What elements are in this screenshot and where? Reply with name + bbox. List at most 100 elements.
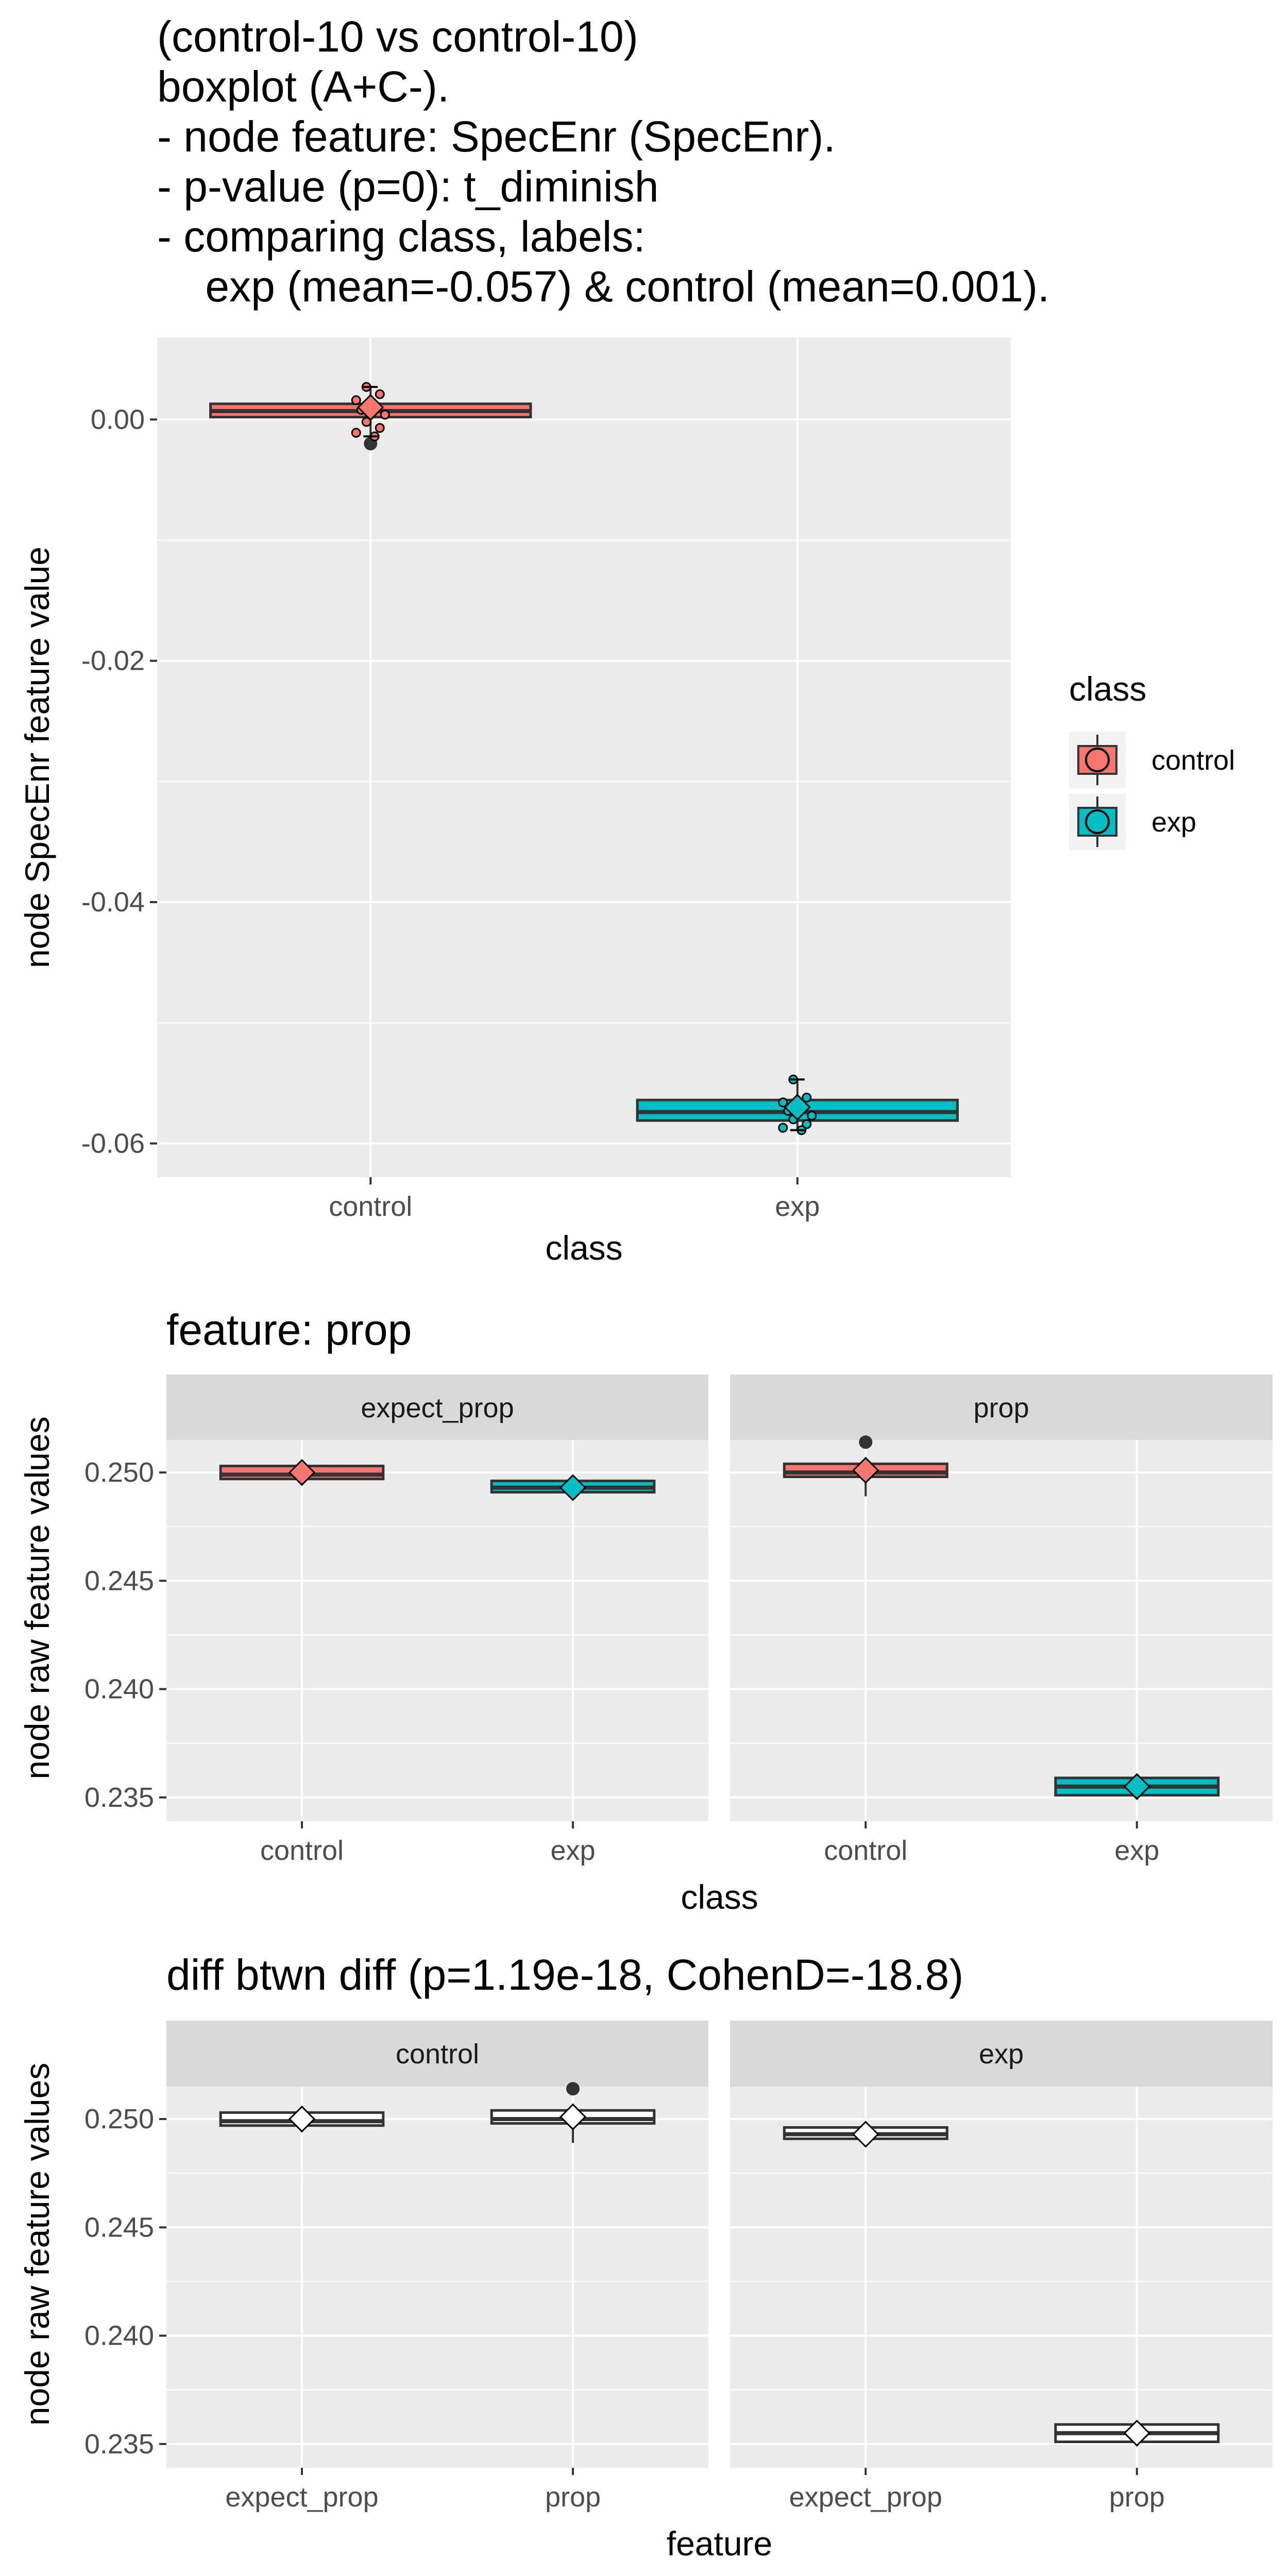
header-line-1: (control-10 vs control-10)	[157, 12, 638, 61]
plot2-prop-control-box	[783, 1435, 948, 1497]
plot3-ytick-label-3: 0.250	[84, 2104, 154, 2134]
plot2-ytick-label-2: 0.245	[84, 1565, 154, 1596]
plot3-facet-exp: exp expect_prop prop	[730, 2021, 1273, 2513]
header-title: (control-10 vs control-10) boxplot (A+C-…	[157, 12, 1049, 311]
plot2-prop-control-outlier-0	[859, 1435, 873, 1449]
plot3-strip-label-exp: exp	[979, 2039, 1024, 2070]
specenr-boxplot: 0.00 -0.02 -0.04 -0.06 control exp class node S…	[18, 337, 1011, 1267]
plot1-ytick-label-1: -0.02	[81, 646, 145, 676]
plot1-control-point-1	[375, 389, 385, 399]
legend-items: control exp	[1069, 732, 1235, 850]
legend: class control exp	[1069, 670, 1235, 850]
legend-key-point-control	[1085, 748, 1110, 772]
plot1-exp-mean-marker	[784, 1094, 811, 1121]
diff-facet-boxplot: control expect_prop prop exp expect_prop prop…	[18, 2021, 1273, 2563]
plot2-x-axis-label: class	[681, 1878, 758, 1916]
plot2-expect_prop-exp-box	[490, 1474, 656, 1501]
plot1-x-axis-label: class	[545, 1229, 622, 1267]
plot2-title: feature: prop	[166, 1306, 412, 1354]
plot2-expect_prop-control-box	[219, 1459, 385, 1486]
plot3-ytick-label-0: 0.235	[84, 2429, 154, 2460]
plot2-panel-expect_prop	[166, 1440, 708, 1821]
plot2-ytick-label-0: 0.235	[84, 1782, 154, 1813]
plot1-control-point-8	[351, 428, 361, 438]
plot1-ytick-label-2: -0.04	[81, 887, 145, 918]
plot1-panel	[157, 337, 1011, 1177]
plot1-control-box	[209, 382, 532, 451]
header-line-5: - comparing class, labels:	[157, 212, 646, 261]
header-line-6: exp (mean=-0.057) & control (mean=0.001)…	[157, 262, 1049, 311]
plot3-x-axis-label: feature	[667, 2524, 772, 2563]
plot3-control-prop-mean-marker	[559, 2103, 587, 2130]
plot1-exp-box	[636, 1074, 959, 1136]
plot2-facet-prop: prop control exp	[730, 1375, 1273, 1866]
plot3-control-prop-box	[490, 2082, 656, 2143]
header-line-4: - p-value (p=0): t_diminish	[157, 162, 658, 211]
plot2-ytick-label-3: 0.250	[84, 1457, 154, 1488]
plot1-y-axis-label: node SpecEnr feature value	[18, 547, 56, 968]
header-line-3: - node feature: SpecEnr (SpecEnr).	[157, 112, 836, 161]
plot3-ytick-label-1: 0.240	[84, 2320, 154, 2351]
plot1-exp-point-7	[802, 1119, 812, 1129]
plot2-strip-bg-prop	[730, 1375, 1273, 1440]
plot1-control-point-7	[375, 423, 385, 433]
plot2-panel-prop	[730, 1440, 1273, 1821]
plot3-control-expect_prop-box	[219, 2105, 385, 2133]
plot3-strip-bg-control	[166, 2021, 708, 2087]
plot3-facet-control: control expect_prop prop	[166, 2021, 708, 2513]
plot1-control-point-2	[351, 395, 361, 405]
plot2-strip-bg-expect_prop	[166, 1375, 708, 1440]
plot1-ytick-label-0: 0.00	[91, 404, 145, 435]
plot3-exp-prop-box	[1054, 2419, 1220, 2447]
plot3-control-expect_prop-mean-marker	[288, 2105, 316, 2133]
plot2-y-axis-label: node raw feature values	[18, 1416, 56, 1779]
plot2-expect_prop-control-mean-marker	[288, 1459, 316, 1486]
plot2-prop-exp-mean-marker	[1123, 1773, 1150, 1800]
plot1-control-point-6	[361, 417, 371, 427]
plot1-ytick-label-3: -0.06	[81, 1128, 145, 1159]
plot2-ytick-label-1: 0.240	[84, 1674, 154, 1705]
plot1-control-point-5	[380, 410, 390, 420]
plot3-y-axis-label: node raw feature values	[18, 2063, 56, 2426]
plot1-xtick-label-0: control	[329, 1191, 412, 1222]
legend-label-control: control	[1151, 745, 1235, 776]
legend-label-exp: exp	[1151, 807, 1196, 838]
legend-key-exp	[1069, 793, 1126, 850]
plot2-prop-exp-box	[1054, 1773, 1220, 1800]
plot3-panel-control	[166, 2087, 708, 2468]
plot3-strip-bg-exp	[730, 2021, 1273, 2087]
plot3-control-prop-outlier-0	[566, 2082, 580, 2096]
plot2-strip-label-prop: prop	[973, 1393, 1029, 1423]
plot3-strip-label-control: control	[396, 2039, 479, 2070]
plot2-prop-control-mean-marker	[852, 1456, 879, 1484]
plot3-control-xtick-label-0: expect_prop	[225, 2482, 378, 2513]
plot1-xtick-label-1: exp	[775, 1191, 820, 1222]
plot2-expect_prop-xtick-label-1: exp	[550, 1835, 595, 1866]
plot3-exp-xtick-label-1: prop	[1109, 2482, 1165, 2513]
plot1-exp-point-1	[802, 1092, 812, 1103]
legend-key-point-exp	[1085, 809, 1110, 834]
legend-title: class	[1069, 670, 1146, 708]
plot3-title: diff btwn diff (p=1.19e-18, CohenD=-18.8…	[166, 1951, 963, 1999]
legend-key-control	[1069, 732, 1126, 788]
plot3-ytick-label-2: 0.245	[84, 2212, 154, 2243]
header-line-2: boxplot (A+C-).	[157, 62, 449, 111]
plot2-strip-label-expect_prop: expect_prop	[361, 1393, 514, 1423]
plot2-prop-xtick-label-1: exp	[1114, 1835, 1159, 1866]
plot3-exp-prop-mean-marker	[1123, 2419, 1150, 2447]
plot1-exp-point-5	[807, 1111, 817, 1121]
plot1-exp-point-8	[778, 1123, 788, 1133]
plot2-expect_prop-xtick-label-0: control	[260, 1835, 344, 1866]
plot3-exp-expect_prop-mean-marker	[852, 2121, 879, 2148]
plot1-control-mean-marker	[357, 394, 384, 421]
plot3-panel-exp	[730, 2087, 1273, 2468]
plot2-prop-xtick-label-0: control	[824, 1835, 907, 1866]
plot1-exp-point-2	[778, 1097, 788, 1108]
plot3-control-xtick-label-1: prop	[545, 2482, 601, 2513]
plot3-exp-expect_prop-box	[783, 2121, 948, 2148]
plot3-exp-xtick-label-0: expect_prop	[789, 2482, 942, 2513]
plot2-expect_prop-exp-mean-marker	[559, 1474, 587, 1501]
